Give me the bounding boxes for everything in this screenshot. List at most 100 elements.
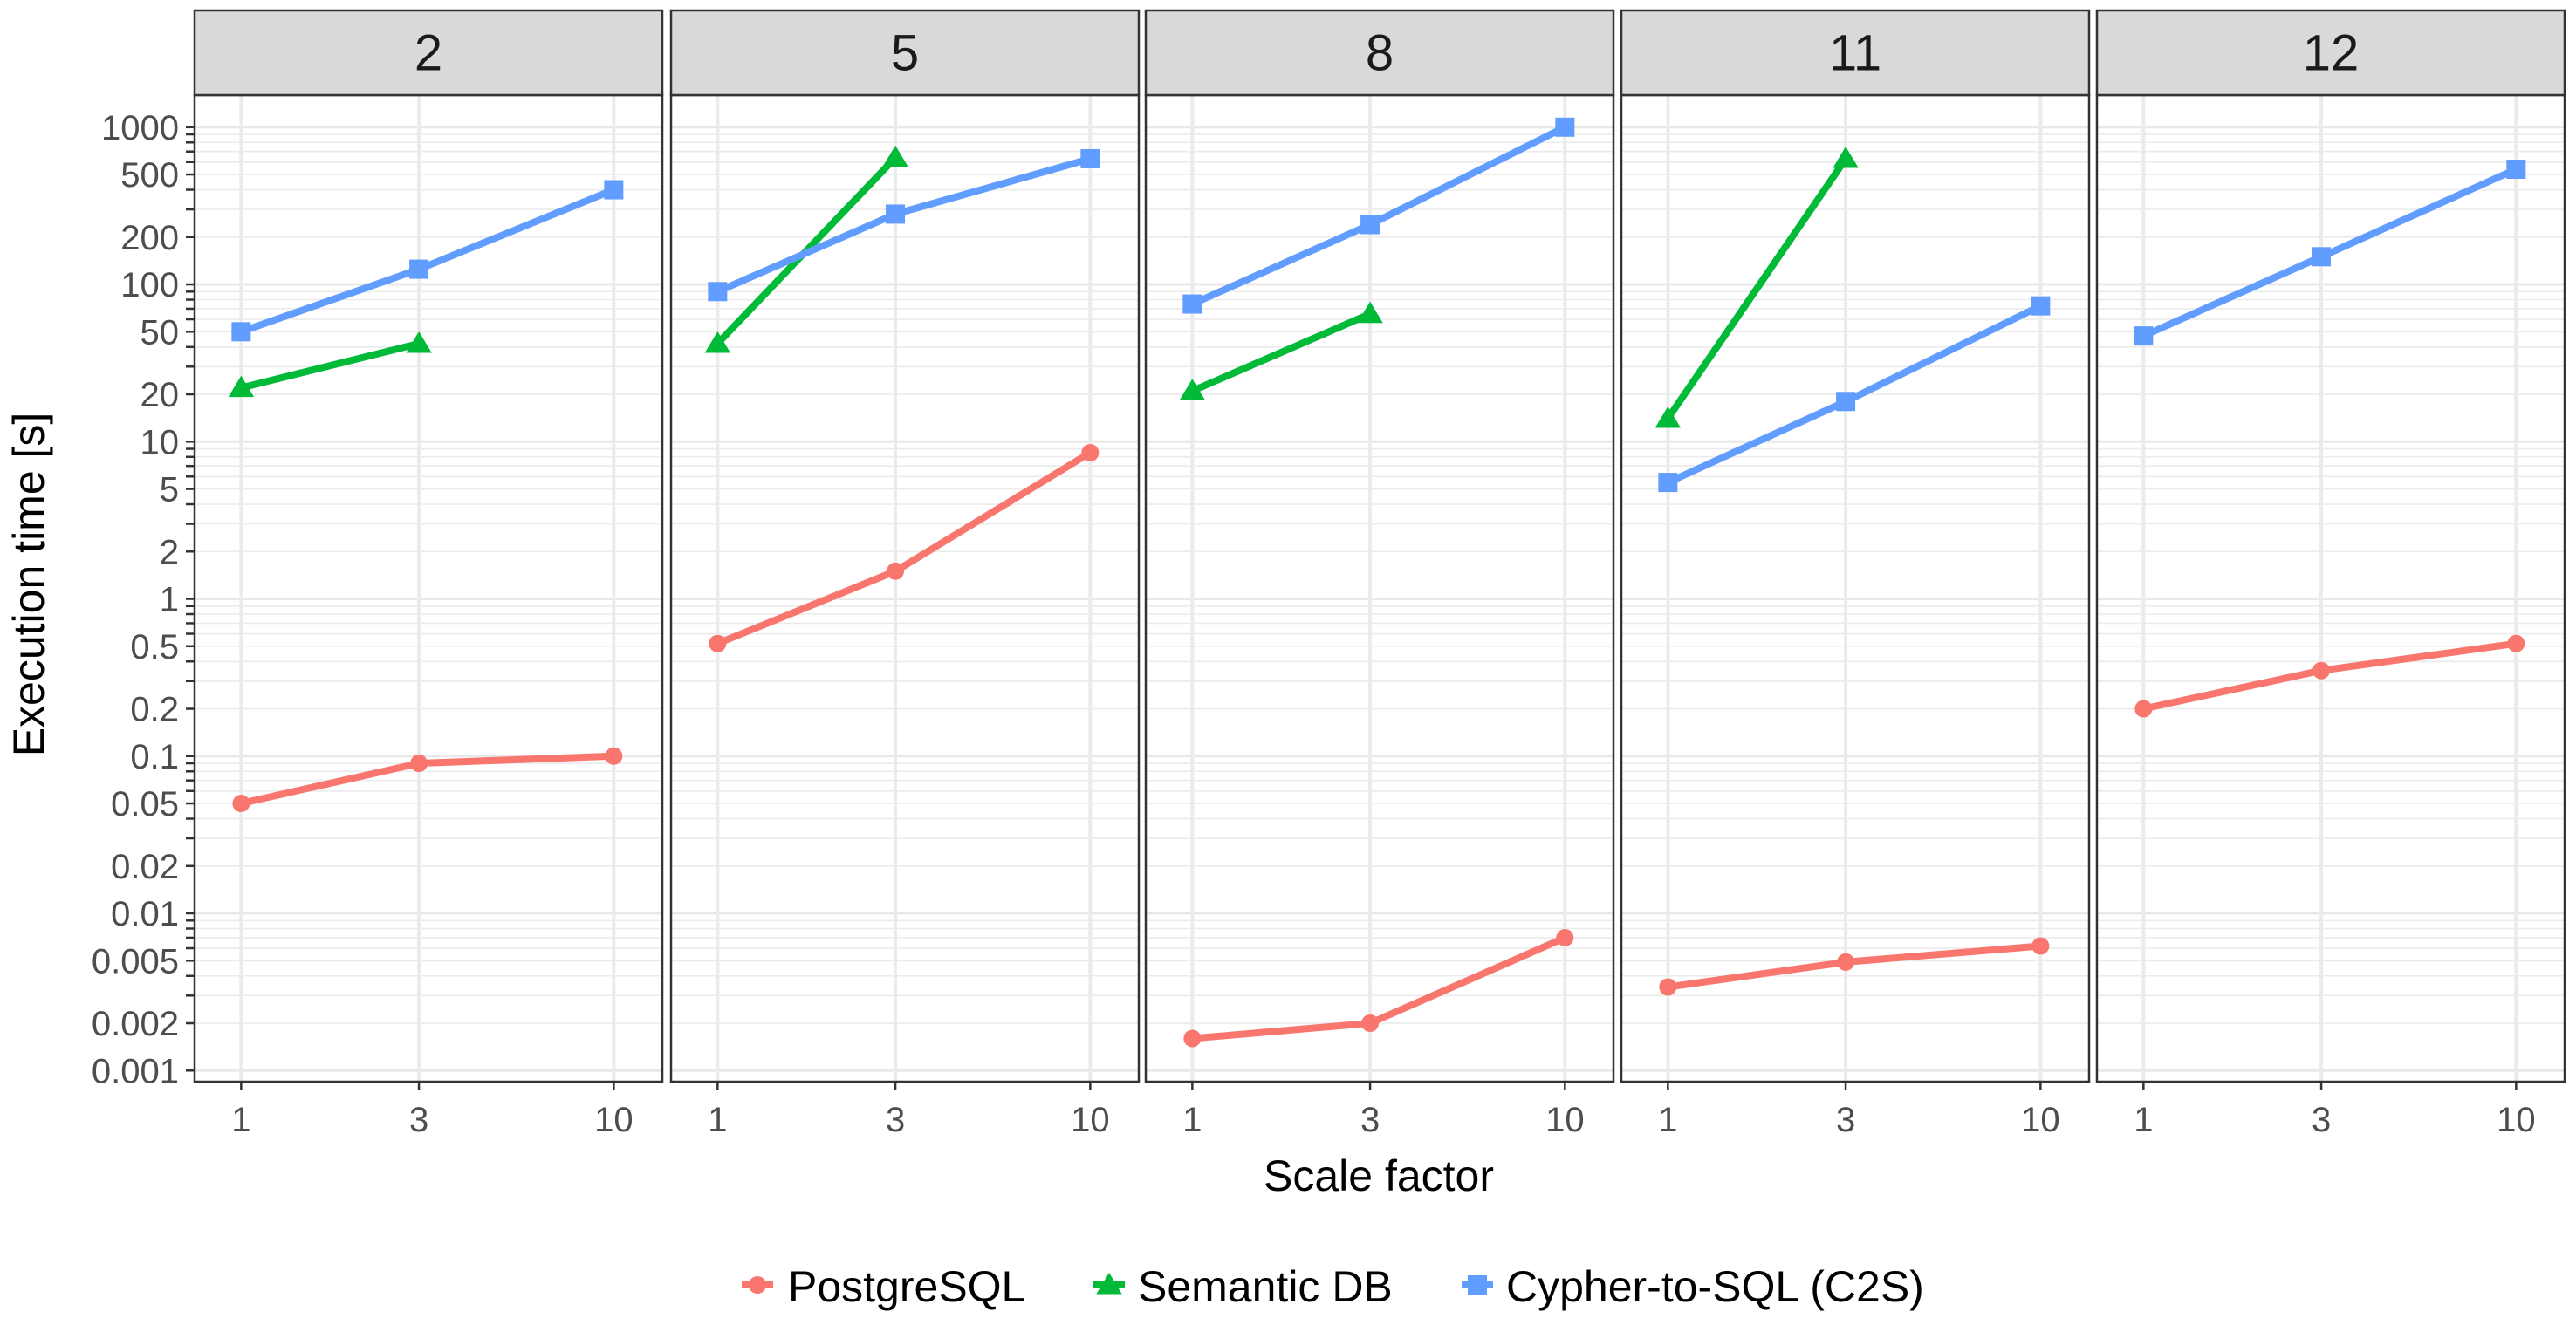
data-point [1361,1014,1380,1033]
data-point [409,259,429,279]
y-tick-label: 200 [120,219,179,257]
facet-strip-label: 8 [1366,25,1394,82]
facet-strip-label: 12 [2303,25,2360,82]
x-tick-label: 3 [1836,1101,1855,1139]
series-circle [709,444,1100,652]
data-point [1357,301,1383,324]
facet-strip [2095,9,2566,97]
x-tick-label: 1 [1182,1101,1202,1139]
data-point [1556,928,1574,946]
data-point [708,282,728,302]
data-point [1836,392,1856,412]
legend-entry: Semantic DB [1093,1262,1393,1311]
facet-panel-2: 2 1 3 10 [193,9,664,1139]
series-triangle [1179,301,1383,400]
series-circle [1183,928,1574,1048]
x-tick-label: 10 [1071,1101,1110,1139]
data-point [604,180,624,200]
y-tick-label: 20 [140,376,180,414]
y-tick-label: 0.001 [92,1052,179,1090]
panel-background [671,95,1139,1082]
facet-panel-11: 111 3 10 [1620,9,2091,1139]
data-point [1655,406,1682,428]
series-square [1658,296,2051,493]
data-point [1837,953,1855,971]
series-circle [2134,634,2525,718]
y-tick-label: 50 [140,313,180,352]
data-point [886,204,906,224]
y-tick-label: 100 [120,266,179,304]
series-circle [1659,937,2050,996]
data-point [2031,296,2051,316]
facet-strip [1144,9,1615,97]
data-point [1183,1029,1202,1048]
data-point [1659,978,1677,996]
series-circle [232,747,623,813]
panel-background [1146,95,1613,1082]
legend-key-marker [1096,1273,1122,1295]
x-tick-label: 1 [708,1101,727,1139]
y-tick-label: 0.1 [130,738,179,776]
data-point [2507,634,2525,652]
data-point [1833,146,1859,168]
x-axis-title: Scale factor [1264,1151,1494,1200]
data-point [232,795,250,813]
y-tick-label: 0.002 [92,1005,179,1043]
data-point [1080,148,1100,168]
data-point [406,331,432,353]
x-tick-label: 1 [1658,1101,1677,1139]
data-point [1360,215,1380,235]
x-tick-label: 1 [2134,1101,2153,1139]
y-tick-label: 0.2 [130,691,179,729]
y-tick-label: 0.01 [111,895,179,933]
y-tick-label: 2 [160,533,179,571]
data-point [2134,326,2154,346]
legend-label: Cypher-to-SQL (C2S) [1506,1262,1924,1311]
panel-background [1621,95,2089,1082]
series-square [708,148,1100,302]
x-tick-label: 10 [2497,1101,2536,1139]
data-point [1182,294,1202,314]
facet-panel-5: 5 1 3 10 [669,9,1141,1139]
y-tick-label: 1000 [101,109,179,147]
legend: PostgreSQL Semantic DB Cypher-to-SQL (C2S) [742,1262,1924,1311]
data-point [231,322,251,342]
y-tick-label: 0.5 [130,628,179,666]
data-point [2312,247,2332,267]
data-point [709,634,727,652]
facet-panel-8: 8 1 3 10 [1144,9,1615,1139]
facet-panel-12: 12 1 3 10 [2095,9,2566,1139]
y-tick-label: 0.05 [111,785,179,823]
data-point [882,145,908,167]
data-point [1081,444,1100,462]
x-tick-label: 3 [2312,1101,2331,1139]
facet-strip-label: 5 [891,25,919,82]
x-tick-label: 10 [2021,1101,2060,1139]
series-triangle [1655,146,1859,428]
x-tick-label: 3 [409,1101,428,1139]
panel-background [195,95,662,1082]
series-square [2134,160,2526,346]
data-point [2506,160,2526,180]
facet-strip [193,9,664,97]
panel-background [2097,95,2565,1082]
data-point [1658,473,1678,493]
facet-strip [669,9,1141,97]
legend-entry: Cypher-to-SQL (C2S) [1462,1262,1924,1311]
facet-strip-label: 2 [414,25,442,82]
y-tick-label: 0.005 [92,942,179,980]
legend-entry: PostgreSQL [742,1262,1025,1311]
legend-key-marker [749,1276,766,1294]
data-point [410,755,428,773]
data-point [1555,117,1575,137]
y-axis-title: Execution time [s] [4,413,53,757]
x-tick-label: 10 [1545,1101,1585,1139]
legend-label: Semantic DB [1138,1262,1393,1311]
series-line [1189,310,1374,395]
y-tick-label: 500 [120,156,179,195]
y-tick-label: 0.02 [111,848,179,886]
data-point [704,331,731,353]
y-tick-label: 5 [160,471,179,509]
